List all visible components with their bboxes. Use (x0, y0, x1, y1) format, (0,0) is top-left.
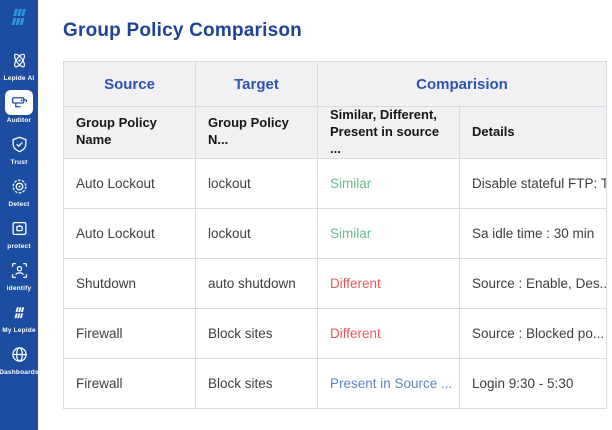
column-header-comparison-status: Similar, Different, Present in source ..… (317, 106, 460, 159)
group-policy-comparison-table: Source Target Comparision Group Policy N… (63, 61, 607, 409)
status-badge: Different (330, 325, 381, 341)
source-policy-cell: Firewall (63, 357, 196, 409)
column-header-details: Details (459, 106, 607, 159)
target-policy-cell: Block sites (195, 307, 318, 359)
sidebar-item-auditor[interactable]: Auditor (0, 90, 38, 124)
gear-target-icon (5, 174, 33, 199)
target-policy-cell: Block sites (195, 357, 318, 409)
lepide-mark-icon (5, 300, 33, 325)
vault-box-icon (5, 216, 33, 241)
table-row: Firewall Block sites Different Source : … (63, 307, 607, 359)
source-policy-cell: Firewall (63, 307, 196, 359)
details-cell: Source : Enable, Des... (459, 257, 607, 309)
column-group-comparision: Comparision (317, 61, 607, 107)
globe-icon (5, 342, 33, 367)
atom-icon (5, 48, 33, 73)
lepide-logo-icon (8, 8, 30, 32)
column-header-source-policy-name: Group Policy Name (63, 106, 196, 159)
sub-header-row: Group Policy Name Group Policy N... Simi… (63, 106, 607, 159)
target-policy-cell: auto shutdown (195, 257, 318, 309)
sidebar-item-protect[interactable]: protect (0, 216, 38, 250)
status-badge: Similar (330, 175, 372, 191)
status-badge: Different (330, 275, 381, 291)
group-header-row: Source Target Comparision (63, 61, 607, 107)
column-group-target: Target (195, 61, 318, 107)
sidebar-item-label: My Lepide (2, 327, 36, 334)
main-content: Group Policy Comparison Source Target Co… (38, 0, 612, 430)
sidebar-item-dashboards[interactable]: Dashboards (0, 342, 39, 376)
source-policy-cell: Auto Lockout (63, 157, 196, 209)
status-badge: Present in Source ... (330, 375, 453, 391)
sidebar-item-label: protect (7, 243, 31, 250)
table-row: Firewall Block sites Present in Source .… (63, 357, 607, 409)
sidebar-item-lepide-ai[interactable]: Lepide AI (0, 48, 38, 82)
sidebar-item-label: Detect (8, 201, 30, 208)
source-policy-cell: Auto Lockout (63, 207, 196, 259)
table-row: Shutdown auto shutdown Different Source … (63, 257, 607, 309)
details-cell: Source : Blocked po... (459, 307, 607, 359)
sidebar-nav: Lepide AI Auditor Trust (0, 48, 39, 384)
sidebar-item-my-lepide[interactable]: My Lepide (0, 300, 38, 334)
sidebar-item-label: Lepide AI (3, 75, 35, 82)
column-group-source: Source (63, 61, 196, 107)
cctv-camera-icon (5, 90, 33, 115)
sidebar-item-label: Auditor (6, 117, 32, 124)
page-title: Group Policy Comparison (63, 20, 302, 41)
sidebar-item-detect[interactable]: Detect (0, 174, 38, 208)
details-cell: Sa idle time : 30 min (459, 207, 607, 259)
sidebar-item-label: Dashboards (0, 369, 39, 376)
shield-check-icon (5, 132, 33, 157)
sidebar-item-identify[interactable]: identify (0, 258, 38, 292)
status-badge: Similar (330, 225, 372, 241)
person-frame-icon (5, 258, 33, 283)
details-cell: Login 9:30 - 5:30 (459, 357, 607, 409)
sidebar: Lepide AI Auditor Trust (0, 0, 39, 430)
target-policy-cell: lockout (195, 157, 318, 209)
table-row: Auto Lockout lockout Similar Disable sta… (63, 157, 607, 209)
sidebar-item-trust[interactable]: Trust (0, 132, 38, 166)
source-policy-cell: Shutdown (63, 257, 196, 309)
sidebar-item-label: Trust (10, 159, 28, 166)
target-policy-cell: lockout (195, 207, 318, 259)
details-cell: Disable stateful FTP: T... (459, 157, 607, 209)
table-row: Auto Lockout lockout Similar Sa idle tim… (63, 207, 607, 259)
sidebar-item-label: identify (6, 285, 32, 292)
column-header-target-policy-name: Group Policy N... (195, 106, 318, 159)
